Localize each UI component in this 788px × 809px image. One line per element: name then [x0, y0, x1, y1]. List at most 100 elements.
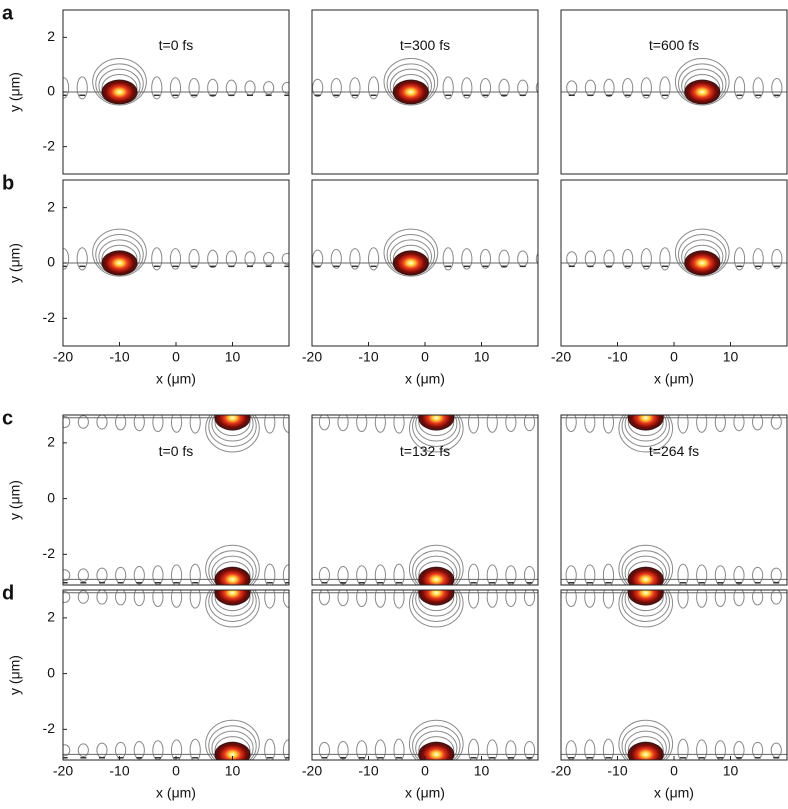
x-tick-label: -10 [109, 349, 129, 365]
guide-contour [368, 76, 380, 100]
contour [412, 590, 461, 622]
guide-contour [21, 570, 31, 581]
contour [415, 590, 458, 617]
guide-contour [337, 566, 349, 585]
guide-contour [170, 415, 183, 433]
field-blob [214, 566, 251, 585]
guide-contour [733, 741, 745, 760]
x-tick-label: 10 [474, 763, 490, 779]
guide-contour [76, 247, 88, 271]
guide-contour [275, 81, 285, 95]
field-blob [392, 250, 429, 276]
guide-contour [543, 414, 553, 430]
guide-contour [535, 252, 538, 265]
plot-area [0, 58, 538, 106]
guide-contour [393, 563, 405, 585]
guide-contour [468, 738, 480, 760]
guide-contour [264, 738, 276, 760]
plot-area [63, 228, 553, 277]
guide-contour [244, 251, 256, 267]
guide-contour [96, 415, 108, 430]
guide-contour [659, 76, 671, 100]
guide-contour [96, 567, 108, 583]
field-blob [627, 415, 664, 431]
guide-contour [584, 590, 596, 608]
x-tick-label: -20 [53, 763, 73, 779]
contour [205, 415, 260, 453]
guide-contour [505, 590, 517, 607]
guide-contour [282, 564, 289, 585]
field-blob [214, 590, 251, 606]
guide-contour [677, 563, 689, 585]
guide-contour [517, 250, 529, 268]
guide-contour [565, 415, 577, 432]
contour [383, 228, 439, 277]
guide-contour [505, 565, 517, 585]
x-axis-label: x (μm) [156, 785, 196, 801]
contour [211, 555, 254, 585]
contour [214, 561, 251, 585]
contour [624, 415, 667, 442]
guide-contour [771, 248, 783, 269]
guide-contour [640, 248, 652, 270]
contour [214, 415, 251, 437]
panel: -20 -10 0 10x (μm) [548, 179, 788, 387]
x-tick-label: -20 [302, 763, 322, 779]
panel-frame [311, 589, 539, 761]
panel-frame [62, 414, 290, 586]
guide-contour [714, 590, 726, 607]
guide-contour [543, 253, 553, 264]
guide-contour [21, 745, 31, 756]
guide-contour [602, 415, 615, 434]
guide-contour [677, 415, 689, 434]
y-tick-label: -2 [43, 309, 56, 325]
contour [208, 590, 257, 622]
guide-contour [0, 83, 6, 94]
y-tick-label: -2 [43, 720, 56, 736]
contour [92, 58, 147, 106]
contour [214, 590, 251, 612]
field-blob [101, 250, 138, 276]
plot-area [25, 415, 787, 585]
guide-contour [40, 592, 50, 603]
contour [205, 544, 260, 585]
guide-contour [152, 415, 164, 432]
plot-area [21, 58, 289, 106]
field-blob [392, 79, 429, 105]
x-tick-label: -10 [607, 763, 627, 779]
guide-contour [21, 79, 31, 96]
panel: -2 0 2 t=0 fs y (μm) a [2, 2, 290, 175]
guide-contour [225, 250, 237, 268]
guide-contour [368, 247, 380, 271]
y-tick-label: 0 [47, 664, 55, 680]
guide-contour [393, 590, 405, 609]
guide-contour [770, 742, 782, 758]
guide-contour [2, 745, 12, 756]
contour [408, 590, 464, 628]
guide-contour [523, 566, 536, 585]
guide-contour [622, 77, 634, 98]
guide-contour [523, 741, 536, 760]
x-tick-label: -20 [53, 349, 73, 365]
contour [408, 544, 464, 585]
guide-contour [170, 564, 183, 585]
guide-contour [659, 247, 671, 271]
guide-contour [318, 566, 331, 584]
contour [674, 228, 730, 277]
guide-contour [752, 415, 764, 431]
panel-frame [560, 589, 788, 761]
y-tick-label: 2 [47, 28, 55, 44]
contour [627, 415, 664, 437]
guide-contour [548, 253, 558, 266]
guide-contour [547, 567, 557, 584]
guide-contour [602, 563, 615, 585]
guide-contour [356, 415, 368, 432]
guide-contour [374, 415, 386, 433]
contour [208, 725, 257, 760]
contour [418, 561, 455, 585]
panel: -20 -10 0 10x (μm) [302, 179, 539, 387]
y-axis-label: y (μm) [7, 243, 23, 283]
guide-contour [25, 417, 35, 428]
field-blob [418, 741, 455, 760]
guide-contour [189, 415, 201, 434]
